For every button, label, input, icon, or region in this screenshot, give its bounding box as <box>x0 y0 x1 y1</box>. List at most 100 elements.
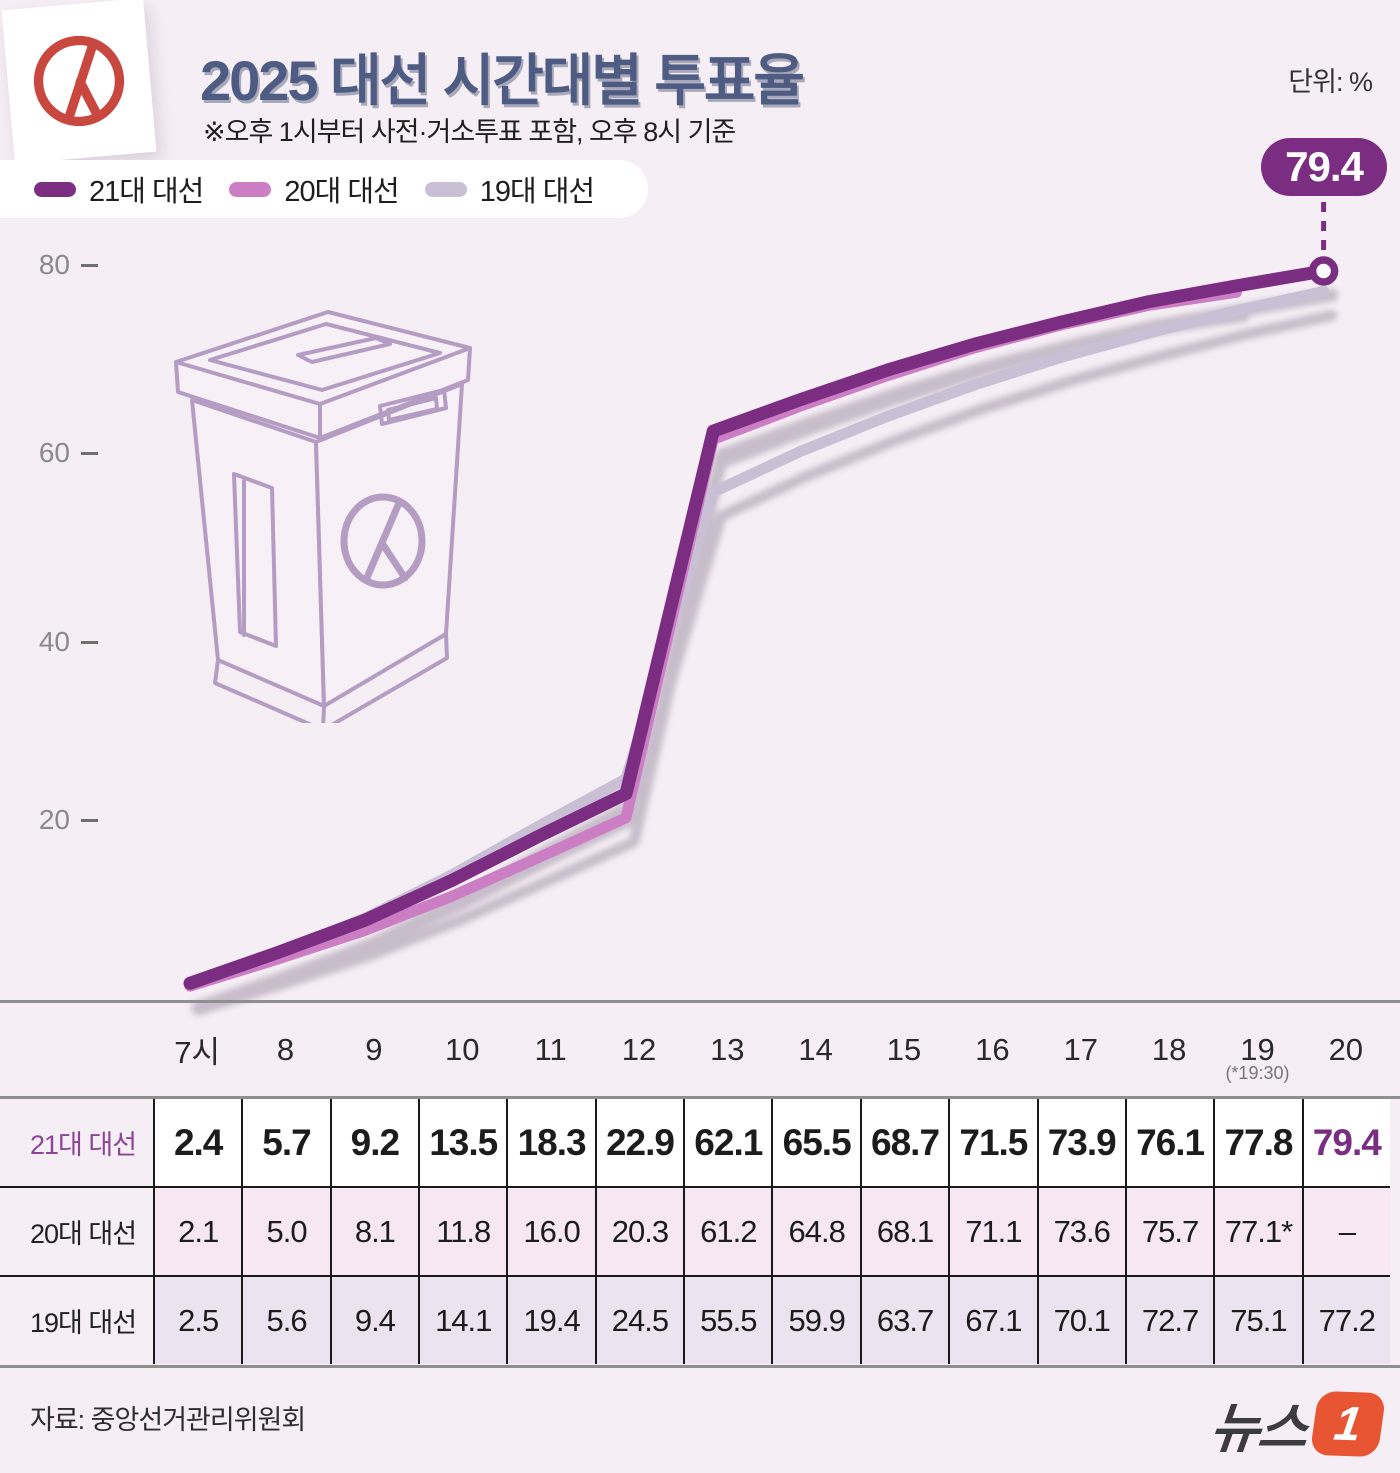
table-cell: 61.2 <box>683 1188 772 1275</box>
table-cell: 77.1* <box>1213 1188 1302 1275</box>
unit-label: 단위: % <box>1288 67 1373 97</box>
time-header-cell: 20 <box>1328 1031 1364 1067</box>
box-door-inset <box>232 472 278 648</box>
table-time-header: 7시 8 9 10 11 12 13 14 15 16 17 18 19 (*19:30) 20 <box>0 1003 1390 1096</box>
time-header-cell: 17 <box>1063 1031 1098 1067</box>
tick-dash <box>81 451 98 455</box>
time-header-cell: 14 <box>798 1031 833 1067</box>
table-cell: 71.5 <box>948 1099 1037 1186</box>
table-cell: 18.3 <box>506 1099 595 1186</box>
table-row: 20대 대선 2.1 5.0 8.1 11.8 16.0 20.3 61.2 64.8 68.1 7… <box>0 1186 1390 1275</box>
endpoint-marker <box>1308 256 1339 286</box>
table-cell: 13.5 <box>418 1099 507 1186</box>
time-header-cell: 18 <box>1151 1031 1187 1067</box>
time-subnote: (*19:30) <box>1225 1063 1290 1083</box>
table-cell: 75.1 <box>1213 1277 1302 1364</box>
legend-item-21: 21대 대선 <box>34 168 204 210</box>
y-axis-tick-20: 20 <box>26 804 98 836</box>
table-cell: 55.5 <box>683 1277 772 1364</box>
legend: 21대 대선 20대 대선 19대 대선 <box>0 160 648 218</box>
table-top-line <box>0 1000 1400 1003</box>
y-axis-tick-80: 80 <box>26 249 98 281</box>
box-handle <box>378 388 448 426</box>
ballot-box-illustration <box>174 310 472 723</box>
news1-number-badge: 1 <box>1309 1390 1387 1457</box>
time-header-cell: 8 <box>276 1031 295 1067</box>
vote-stamp-mark-icon <box>340 493 426 589</box>
row-label: 21대 대선 <box>30 1130 137 1160</box>
row-label: 19대 대선 <box>30 1308 137 1338</box>
table-header-line <box>0 1096 1400 1099</box>
table-cell: 68.7 <box>859 1099 949 1186</box>
table-cell: 67.1 <box>948 1277 1037 1364</box>
table-cell: 8.1 <box>329 1188 419 1275</box>
legend-swatch-20 <box>229 181 272 197</box>
news1-wordmark: 뉴스 <box>1206 1399 1309 1459</box>
table-row: 19대 대선 2.5 5.6 9.4 14.1 19.4 24.5 55.5 59.9 63.7 6… <box>0 1275 1390 1364</box>
table-cell: – <box>1301 1188 1390 1275</box>
table-cell: 63.7 <box>859 1277 949 1364</box>
time-header-cell: 7시 <box>174 1035 221 1070</box>
legend-item-19: 19대 대선 <box>424 168 595 210</box>
table-cell: 14.1 <box>418 1277 507 1364</box>
time-header-cell: 11 <box>534 1031 567 1067</box>
legend-swatch-19 <box>424 181 467 197</box>
table-body: 21대 대선 2.4 5.7 9.2 13.5 18.3 22.9 62.1 65.5 68.7 7… <box>0 1099 1390 1364</box>
box-lid-panel <box>208 322 442 392</box>
vote-stamp-icon <box>33 35 125 127</box>
box-left-face <box>190 398 326 708</box>
time-header-cell: 16 <box>975 1031 1010 1067</box>
time-header-spacer <box>0 1003 153 1096</box>
table-cell: 73.6 <box>1036 1188 1125 1275</box>
table-cell: 64.8 <box>771 1188 860 1275</box>
callout-badge: 79.4 <box>1261 138 1387 196</box>
table-cell: 72.7 <box>1124 1277 1214 1364</box>
tick-dash <box>81 263 98 267</box>
stamp-logo-card <box>1 0 157 164</box>
legend-label-21: 21대 대선 <box>89 176 204 208</box>
table-cell: 73.9 <box>1036 1099 1125 1186</box>
source-note: 자료: 중앙선거관리위원회 <box>30 1405 306 1435</box>
time-header-cell: 10 <box>445 1031 480 1067</box>
table-cell: 5.7 <box>241 1099 330 1186</box>
table-cell: 77.8 <box>1213 1099 1302 1186</box>
legend-item-20: 20대 대선 <box>229 168 400 210</box>
table-cell: 62.1 <box>683 1099 772 1186</box>
table-cell: 71.1 <box>948 1188 1037 1275</box>
table-cell: 59.9 <box>771 1277 860 1364</box>
table-bottom-line <box>0 1365 1400 1368</box>
legend-swatch-21 <box>34 181 76 197</box>
table-cell: 22.9 <box>594 1099 684 1186</box>
table-cell: 75.7 <box>1124 1188 1214 1275</box>
box-base <box>213 632 449 723</box>
box-lid-edge <box>174 346 472 440</box>
time-header-cell: 12 <box>621 1031 657 1067</box>
y-axis-tick-40: 40 <box>26 626 98 658</box>
table-cell: 5.6 <box>241 1277 330 1364</box>
legend-label-20: 20대 대선 <box>284 176 399 208</box>
tick-dash <box>81 640 98 644</box>
table-cell: 65.5 <box>771 1099 860 1186</box>
row-label: 20대 대선 <box>30 1219 137 1249</box>
table-row: 21대 대선 2.4 5.7 9.2 13.5 18.3 22.9 62.1 65.5 68.7 7… <box>0 1099 1390 1186</box>
page-subtitle: ※오후 1시부터 사전·거소투표 포함, 오후 8시 기준 <box>203 117 736 147</box>
table-cell: 68.1 <box>859 1188 949 1275</box>
table-cell: 5.0 <box>241 1188 330 1275</box>
time-header-cell: 19 (*19:30) <box>1213 1003 1301 1096</box>
table-cell: 79.4 <box>1301 1099 1390 1186</box>
page-title: 2025 대선 시간대별 투표율 <box>200 49 805 112</box>
table-cell: 70.1 <box>1036 1277 1125 1364</box>
box-slot <box>296 336 392 364</box>
time-header-cell: 15 <box>886 1031 922 1067</box>
table-cell: 9.2 <box>329 1099 419 1186</box>
table-cell: 2.5 <box>153 1277 242 1364</box>
legend-label-19: 19대 대선 <box>479 176 595 208</box>
table-cell: 77.2 <box>1301 1277 1390 1364</box>
table-cell: 2.1 <box>153 1188 242 1275</box>
time-header-cell: 9 <box>365 1031 383 1067</box>
table-cell: 19.4 <box>506 1277 595 1364</box>
table-cell: 24.5 <box>594 1277 684 1364</box>
table-cell: 2.4 <box>153 1099 242 1186</box>
time-header-cell: 13 <box>710 1031 745 1067</box>
